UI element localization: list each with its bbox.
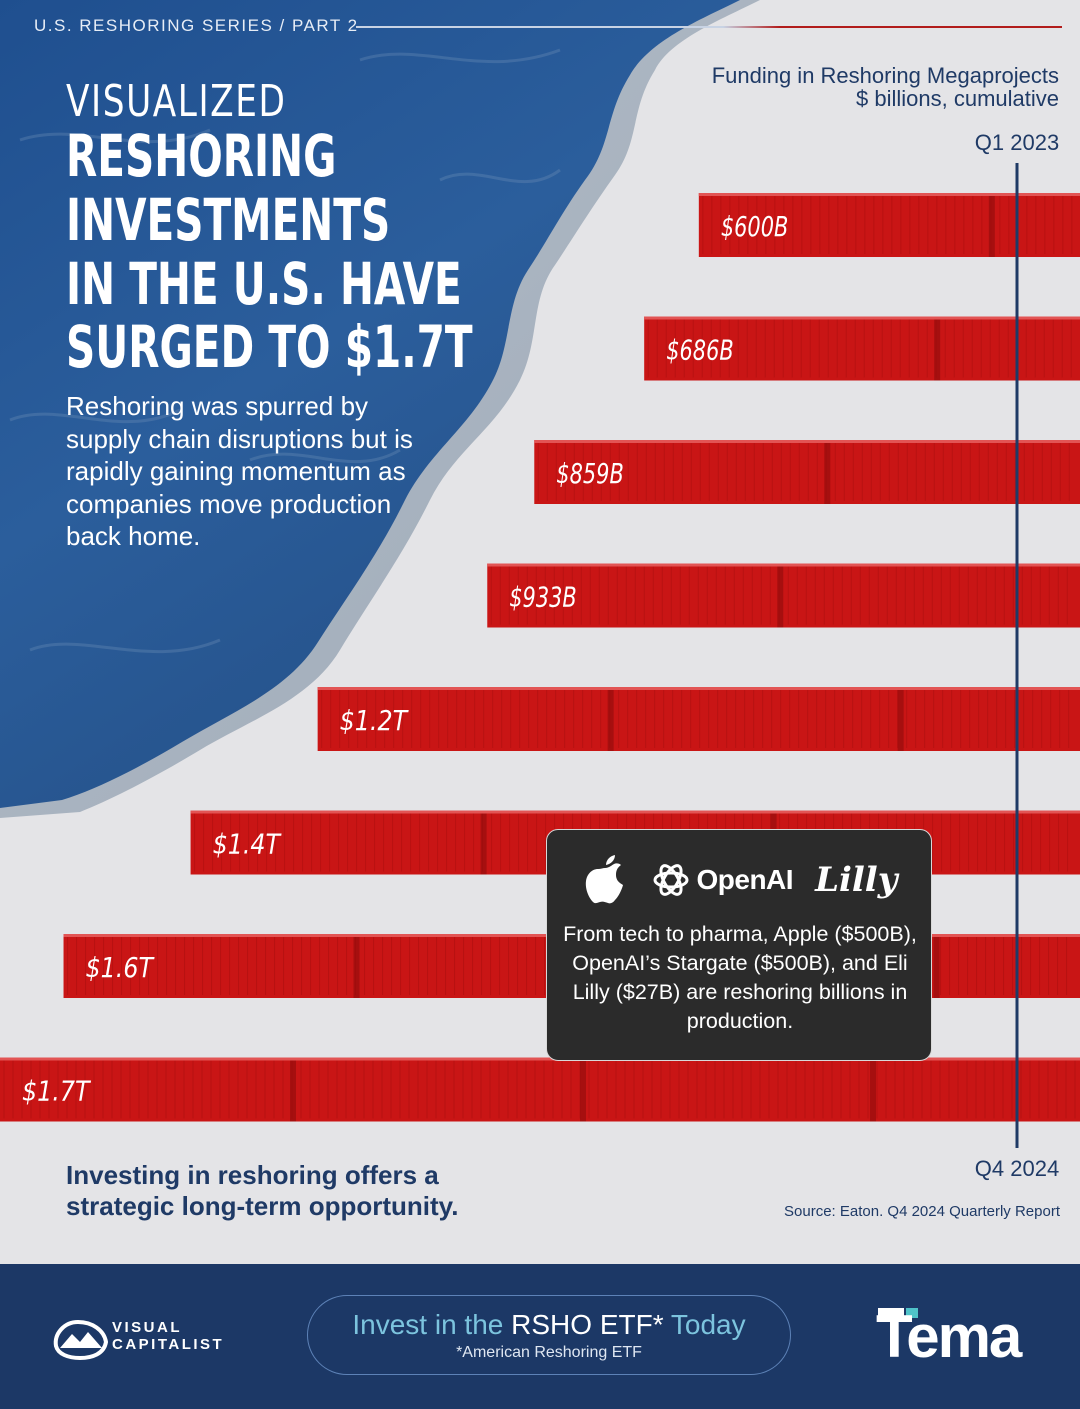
bar-highlight bbox=[0, 1057, 1080, 1061]
vc-wordmark-line-2: CAPITALIST bbox=[112, 1336, 225, 1353]
sea-texture bbox=[9, 48, 561, 654]
bar-group-2: $859B bbox=[534, 440, 1080, 504]
chart-subtitle: $ billions, cumulative bbox=[856, 86, 1059, 111]
bar-seam bbox=[824, 440, 831, 504]
vc-wordmark: VISUAL CAPITALIST bbox=[112, 1319, 224, 1353]
openai-logo: OpenAI bbox=[651, 860, 794, 900]
sea-surface bbox=[0, 0, 740, 808]
callout-logos: OpenAI Lilly bbox=[547, 850, 931, 910]
bar-label-5: $1.4T bbox=[213, 828, 282, 861]
bar-group-7: $1.7T bbox=[0, 1057, 1080, 1122]
bar-highlight bbox=[644, 316, 1080, 320]
bar-seam bbox=[933, 934, 940, 998]
bar-4 bbox=[317, 687, 1080, 751]
bar-seam bbox=[988, 193, 995, 257]
cta-emphasis: RSHO ETF* bbox=[511, 1309, 664, 1340]
company-callout: OpenAI Lilly From tech to pharma, Apple … bbox=[546, 829, 932, 1061]
cta-prefix: Invest in the bbox=[352, 1309, 504, 1340]
bar-label-1: $686B bbox=[666, 334, 734, 367]
bar-label-0: $600B bbox=[721, 210, 789, 243]
bar-seam bbox=[290, 1057, 296, 1122]
bar-seam bbox=[777, 563, 784, 628]
headline-line-2: RESHORING bbox=[66, 122, 337, 190]
bar-label-7: $1.7T bbox=[22, 1075, 91, 1108]
openai-wordmark: OpenAI bbox=[696, 864, 794, 895]
apple-logo-icon bbox=[585, 855, 623, 904]
bar-1 bbox=[644, 316, 1080, 381]
invest-cta-button[interactable]: Invest in the RSHO ETF* Today *American … bbox=[307, 1295, 791, 1375]
tema-wordmark: Tema bbox=[876, 1303, 1022, 1370]
bar-highlight bbox=[317, 687, 1080, 690]
series-tag: U.S. RESHORING SERIES / PART 2 bbox=[34, 16, 359, 35]
bar-highlight bbox=[190, 810, 1080, 814]
bar-highlight bbox=[487, 563, 1080, 567]
bar-label-6: $1.6T bbox=[86, 951, 155, 984]
bar-seam bbox=[607, 687, 614, 751]
callout-text: From tech to pharma, Apple ($500B), Open… bbox=[563, 922, 917, 1033]
tema-accent-icon bbox=[878, 1308, 918, 1318]
cta-main-text: Invest in the RSHO ETF* Today bbox=[308, 1309, 790, 1341]
bar-seam bbox=[934, 316, 941, 381]
bar-3 bbox=[487, 563, 1080, 628]
openai-knot-icon bbox=[653, 864, 688, 896]
bar-label-4: $1.2T bbox=[340, 704, 409, 737]
bar-seam bbox=[580, 1057, 586, 1122]
bar-label-3: $933B bbox=[509, 581, 577, 614]
tema-logo[interactable]: Tema bbox=[876, 1303, 1036, 1370]
bar-group-4: $1.2T bbox=[317, 687, 1080, 751]
headline-line-4: IN THE U.S. HAVE bbox=[66, 250, 462, 318]
footer-banner: VISUAL CAPITALIST Invest in the RSHO ETF… bbox=[0, 1264, 1080, 1409]
bar-highlight bbox=[534, 440, 1080, 443]
bar-seam bbox=[353, 934, 360, 998]
bar-seam bbox=[897, 687, 904, 751]
bar-seam bbox=[480, 810, 487, 875]
vc-mountain-icon bbox=[53, 1319, 109, 1360]
vc-wordmark-line-1: VISUAL bbox=[112, 1319, 183, 1336]
chart-title: Funding in Reshoring Megaprojects bbox=[711, 63, 1059, 88]
headline-line-3: INVESTMENTS bbox=[66, 186, 391, 254]
source-note: Source: Eaton. Q4 2024 Quarterly Report bbox=[784, 1203, 1060, 1220]
bar-seam bbox=[870, 1057, 876, 1122]
headline-line-1: VISUALIZED bbox=[66, 76, 287, 127]
bar-group-1: $686B bbox=[644, 316, 1080, 381]
bar-group-3: $933B bbox=[487, 563, 1080, 628]
bar-highlight bbox=[698, 193, 1080, 196]
visual-capitalist-logo[interactable]: VISUAL CAPITALIST bbox=[52, 1316, 242, 1360]
lilly-logo: Lilly bbox=[815, 860, 898, 900]
series-rule bbox=[356, 26, 1062, 28]
bar-2 bbox=[534, 440, 1080, 504]
bar-7 bbox=[0, 1057, 1080, 1122]
bar-label-2: $859B bbox=[556, 457, 624, 490]
chart-title-block: Funding in Reshoring Megaprojects $ bill… bbox=[712, 64, 1059, 110]
cta-subtext: *American Reshoring ETF bbox=[456, 1344, 642, 1361]
headline-line-5: SURGED TO $1.7T bbox=[66, 313, 473, 381]
bar-group-0: $600B bbox=[698, 193, 1080, 257]
intro-text: Reshoring was spurred by supply chain di… bbox=[66, 391, 413, 551]
cta-suffix: Today bbox=[670, 1309, 746, 1340]
footnote: Investing in reshoring offers a strategi… bbox=[66, 1160, 459, 1221]
